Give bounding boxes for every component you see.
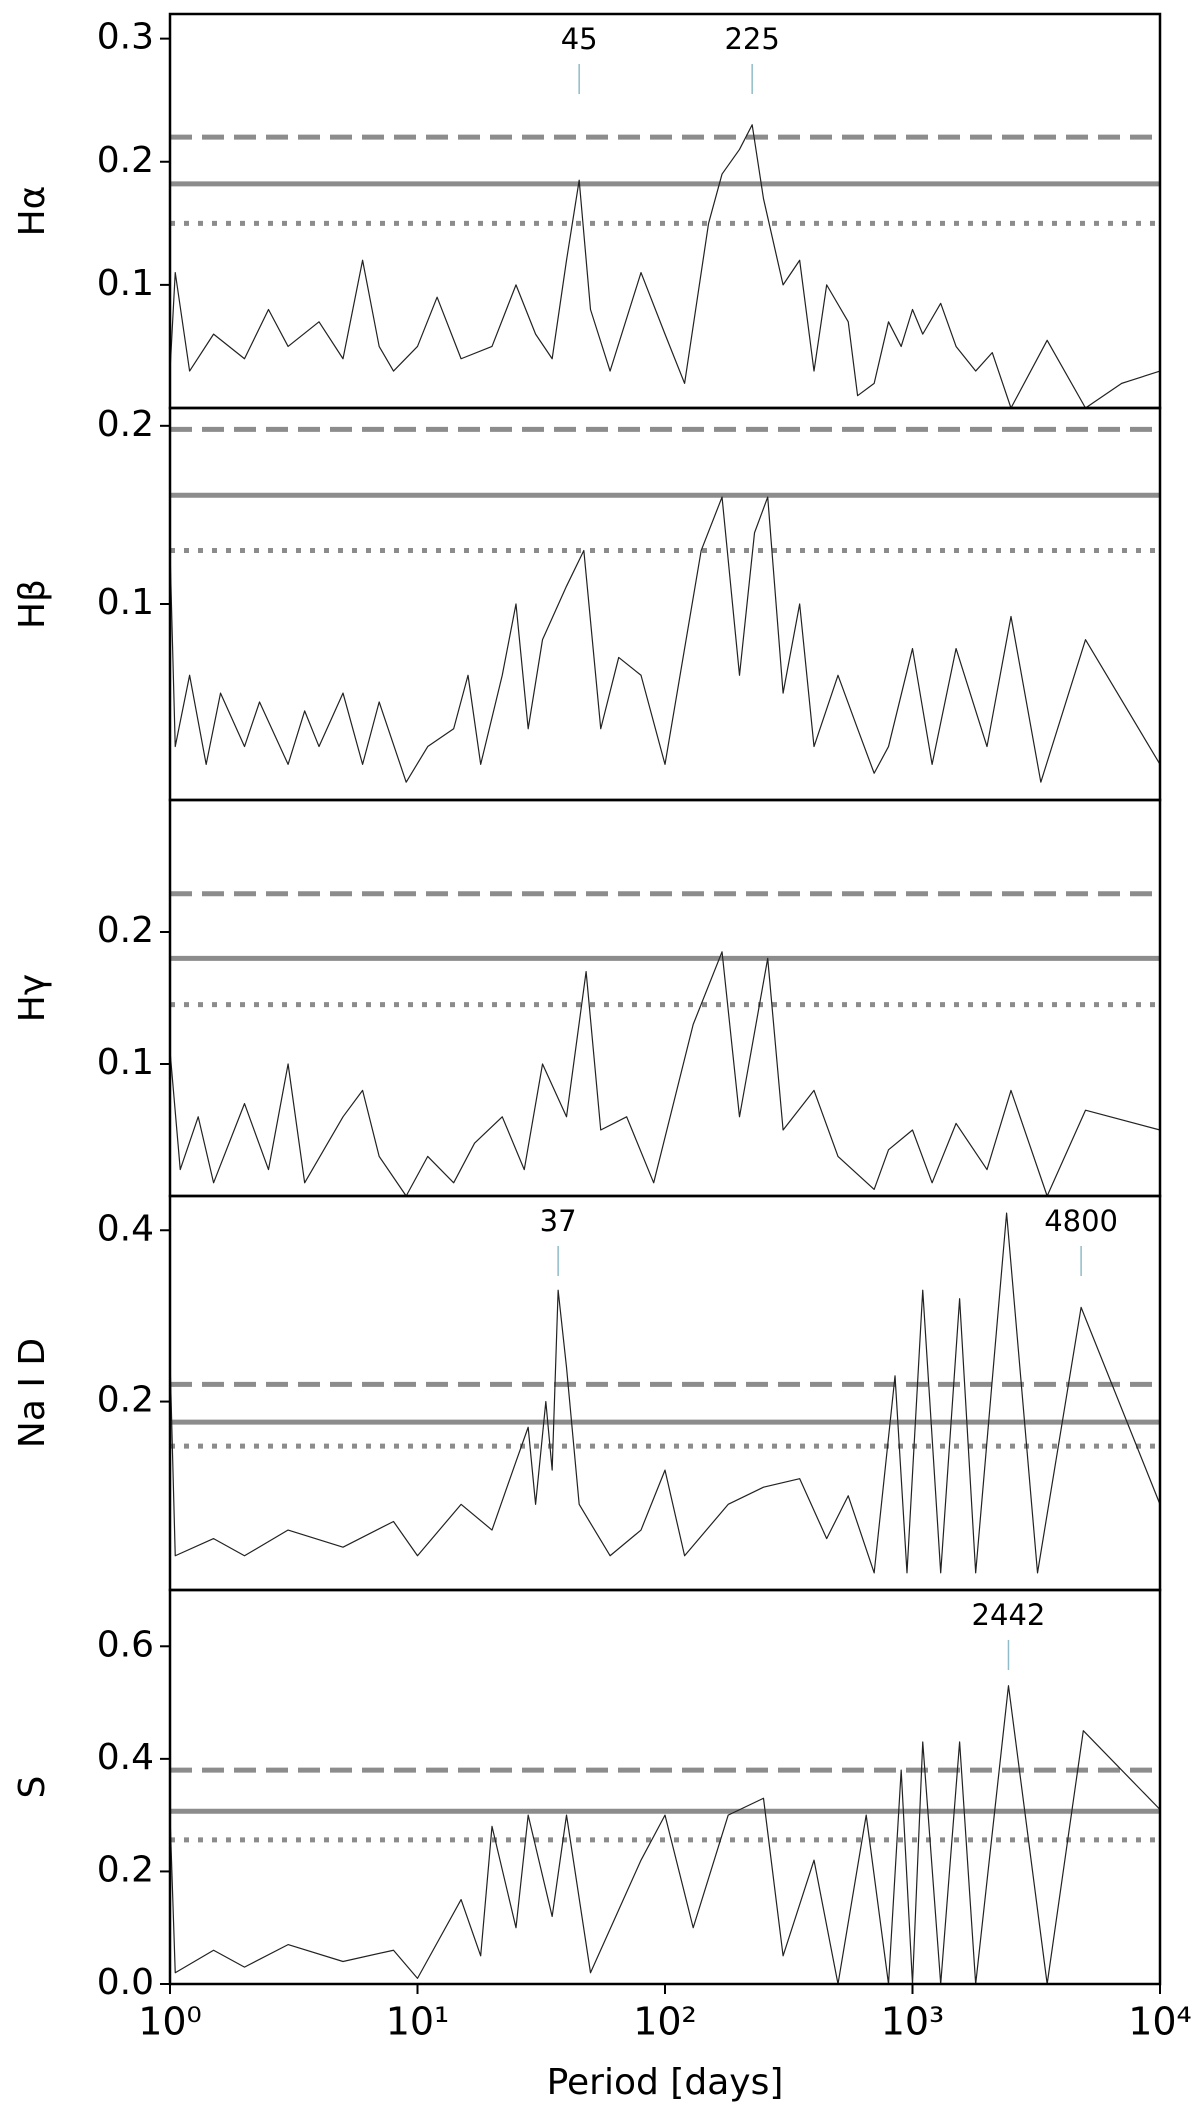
x-tick-label: 10¹ bbox=[386, 2000, 450, 2044]
x-axis-label: Period [days] bbox=[547, 2062, 784, 2103]
y-axis-label: S bbox=[12, 1776, 53, 1799]
peak-label: 2442 bbox=[972, 1598, 1046, 1632]
y-tick-label: 0.1 bbox=[97, 1042, 154, 1083]
y-axis-label: Na I D bbox=[12, 1338, 53, 1448]
periodogram-line bbox=[169, 496, 1161, 783]
y-tick-label: 0.2 bbox=[97, 1849, 154, 1890]
panel-frame bbox=[168, 1194, 1162, 1592]
periodogram-line bbox=[169, 951, 1161, 1197]
periodogram-line bbox=[169, 1212, 1161, 1574]
y-tick-label: 0.1 bbox=[97, 582, 154, 623]
panel-frame bbox=[168, 1588, 1162, 1986]
y-axis-label: Hβ bbox=[12, 579, 53, 629]
y-axis-label: Hα bbox=[12, 186, 53, 237]
y-tick-label: 0.3 bbox=[97, 17, 154, 58]
peak-label: 225 bbox=[724, 22, 779, 56]
y-tick-label: 0.2 bbox=[97, 404, 154, 445]
y-tick-label: 0.6 bbox=[97, 1624, 154, 1665]
panel-frame bbox=[168, 12, 1162, 410]
periodogram-line bbox=[169, 1685, 1161, 1985]
peak-label: 4800 bbox=[1044, 1204, 1118, 1238]
y-tick-label: 0.2 bbox=[97, 910, 154, 951]
y-tick-label: 0.4 bbox=[97, 1208, 154, 1249]
periodogram-line bbox=[169, 124, 1161, 409]
x-tick-label: 10⁰ bbox=[138, 2000, 202, 2044]
x-tick-label: 10² bbox=[633, 2000, 697, 2044]
peak-label: 45 bbox=[561, 22, 598, 56]
y-tick-label: 0.2 bbox=[97, 1380, 154, 1421]
y-axis-label: Hγ bbox=[12, 974, 53, 1022]
y-tick-label: 0.0 bbox=[97, 1962, 154, 2003]
peak-label: 37 bbox=[540, 1204, 577, 1238]
y-tick-label: 0.4 bbox=[97, 1737, 154, 1778]
panel-frame bbox=[168, 406, 1162, 802]
x-tick-label: 10³ bbox=[881, 2000, 945, 2044]
y-tick-label: 0.2 bbox=[97, 140, 154, 181]
x-tick-label: 10⁴ bbox=[1128, 2000, 1192, 2044]
y-tick-label: 0.1 bbox=[97, 263, 154, 304]
